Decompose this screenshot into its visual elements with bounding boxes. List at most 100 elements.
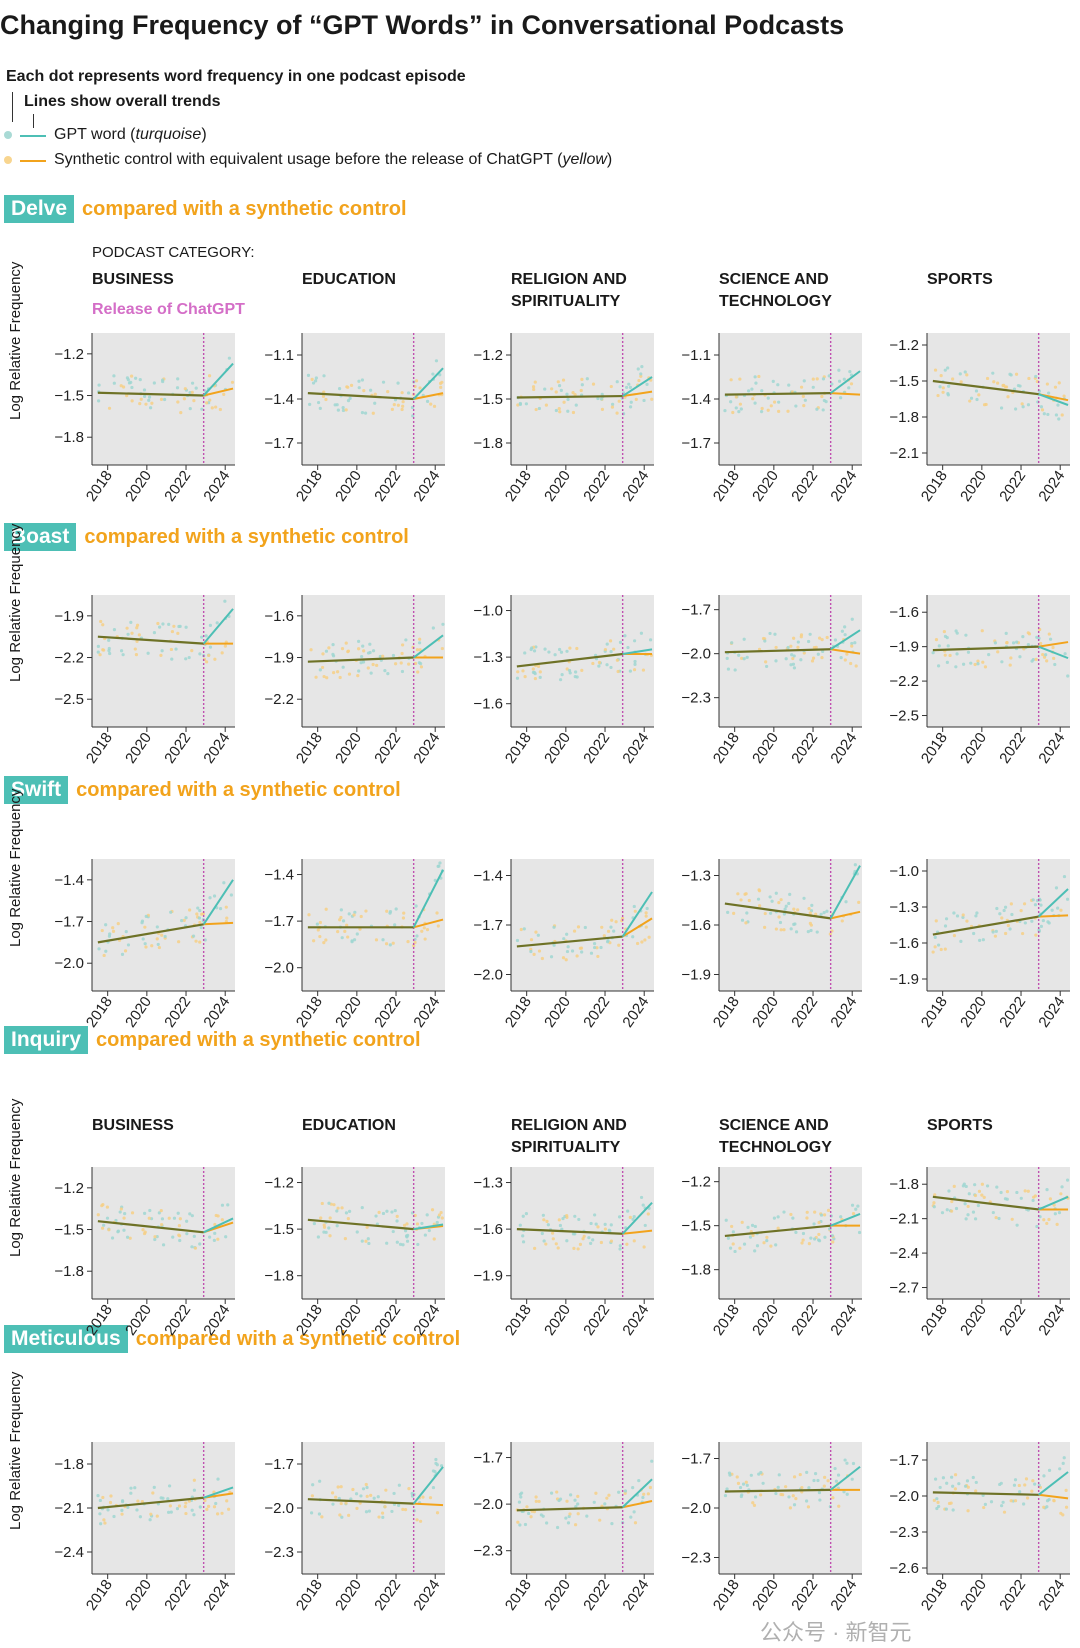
- gpt-episode-dot: [390, 1210, 394, 1214]
- gpt-episode-dot: [312, 1221, 316, 1226]
- gpt-episode-dot: [1056, 403, 1060, 407]
- synthetic-episode-dot: [139, 397, 143, 401]
- gpt-episode-dot: [936, 943, 941, 947]
- synthetic-episode-dot: [796, 908, 800, 912]
- synthetic-episode-dot: [407, 662, 411, 666]
- synthetic-episode-dot: [965, 373, 969, 377]
- synthetic-episode-dot: [220, 651, 224, 655]
- synthetic-episode-dot: [1052, 1499, 1056, 1503]
- synthetic-episode-dot: [740, 1220, 744, 1224]
- gpt-episode-dot: [648, 638, 653, 642]
- synthetic-episode-dot: [365, 1494, 369, 1498]
- synthetic-episode-dot: [529, 1515, 533, 1519]
- gpt-episode-dot: [1010, 912, 1014, 917]
- synthetic-episode-dot: [774, 927, 778, 931]
- gpt-episode-dot: [792, 654, 796, 658]
- word-badge: Delve: [4, 195, 75, 223]
- gpt-episode-dot: [815, 930, 819, 934]
- gpt-episode-dot: [605, 642, 609, 646]
- gpt-trend-line: [622, 376, 653, 397]
- gpt-episode-dot: [808, 632, 812, 636]
- gpt-trend-line: [622, 648, 653, 655]
- gpt-episode-dot: [406, 391, 411, 395]
- synthetic-episode-dot: [1000, 916, 1004, 920]
- x-tick-label: 2022: [996, 468, 1029, 505]
- synthetic-episode-dot: [632, 668, 637, 672]
- synthetic-episode-dot: [730, 1224, 734, 1229]
- synthetic-episode-dot: [575, 646, 579, 651]
- synthetic-episode-dot: [759, 1493, 763, 1497]
- gpt-episode-dot: [609, 925, 613, 929]
- gpt-episode-dot: [123, 1212, 127, 1216]
- gpt-episode-dot: [204, 634, 208, 638]
- gpt-episode-dot: [1026, 403, 1031, 407]
- gpt-episode-dot: [129, 620, 133, 624]
- gpt-episode-dot: [129, 1486, 133, 1490]
- synthetic-episode-dot: [561, 956, 566, 960]
- synthetic-episode-dot: [1032, 1195, 1036, 1199]
- gpt-episode-dot: [737, 410, 741, 414]
- gpt-episode-dot: [633, 659, 637, 664]
- gpt-episode-dot: [734, 406, 738, 410]
- synthetic-episode-dot: [177, 940, 181, 944]
- gpt-episode-dot: [126, 632, 130, 636]
- synthetic-episode-dot: [534, 407, 538, 412]
- synthetic-episode-dot: [558, 410, 562, 414]
- gpt-episode-dot: [748, 1235, 753, 1239]
- section-subtitle: compared with a synthetic control: [96, 1028, 421, 1051]
- synthetic-episode-dot: [130, 631, 134, 635]
- x-tick-label: 2020: [122, 730, 155, 767]
- gpt-episode-dot: [796, 640, 800, 644]
- gpt-episode-dot: [843, 1458, 847, 1462]
- gpt-episode-dot: [558, 647, 562, 652]
- gpt-episode-dot: [754, 381, 758, 385]
- synthetic-episode-dot: [650, 397, 654, 401]
- synthetic-episode-dot: [101, 623, 105, 627]
- gpt-episode-dot: [787, 901, 791, 906]
- gpt-episode-dot: [190, 1508, 194, 1512]
- gpt-episode-dot: [727, 1471, 732, 1475]
- synthetic-episode-dot: [598, 1518, 602, 1522]
- synthetic-episode-dot: [135, 639, 139, 643]
- synthetic-episode-dot: [1062, 394, 1066, 398]
- synthetic-episode-dot: [1004, 931, 1008, 936]
- gpt-episode-dot: [1031, 898, 1035, 902]
- synthetic-episode-dot: [328, 1216, 332, 1220]
- synthetic-episode-dot: [534, 930, 538, 934]
- gpt-episode-dot: [227, 356, 231, 360]
- synthetic-episode-dot: [338, 675, 342, 680]
- gpt-episode-dot: [941, 1476, 946, 1480]
- gpt-episode-dot: [316, 1235, 320, 1239]
- gpt-episode-dot: [393, 1208, 397, 1213]
- synthetic-episode-dot: [1053, 385, 1058, 389]
- gpt-episode-dot: [553, 653, 557, 657]
- synthetic-episode-dot: [183, 1505, 187, 1509]
- synthetic-episode-dot: [565, 1499, 569, 1503]
- x-tick-label: 2018: [502, 1302, 535, 1339]
- gpt-episode-dot: [816, 652, 820, 656]
- synthetic-episode-dot: [823, 1475, 827, 1479]
- gpt-episode-dot: [792, 666, 797, 670]
- synthetic-episode-dot: [757, 374, 761, 379]
- gpt-episode-dot: [425, 1213, 429, 1217]
- plot-area: [927, 859, 1070, 991]
- gpt-episode-dot: [431, 372, 435, 376]
- gpt-episode-dot: [163, 934, 167, 939]
- synthetic-episode-dot: [731, 410, 735, 415]
- gpt-episode-dot: [167, 622, 171, 626]
- gpt-episode-dot: [125, 1235, 130, 1239]
- gpt-episode-dot: [805, 1470, 809, 1474]
- synthetic-episode-dot: [814, 912, 818, 916]
- synthetic-episode-dot: [170, 629, 175, 634]
- synthetic-episode-dot: [779, 928, 783, 932]
- gpt-episode-dot: [146, 651, 150, 655]
- gpt-episode-dot: [560, 673, 564, 677]
- gpt-episode-dot: [396, 381, 400, 385]
- plot-area: [92, 595, 235, 727]
- gpt-episode-dot: [152, 1485, 156, 1489]
- gpt-episode-dot: [819, 912, 823, 916]
- gpt-episode-dot: [823, 1235, 827, 1239]
- gpt-episode-dot: [97, 383, 101, 387]
- x-tick-label: 2022: [371, 994, 404, 1031]
- gpt-episode-dot: [1026, 642, 1030, 647]
